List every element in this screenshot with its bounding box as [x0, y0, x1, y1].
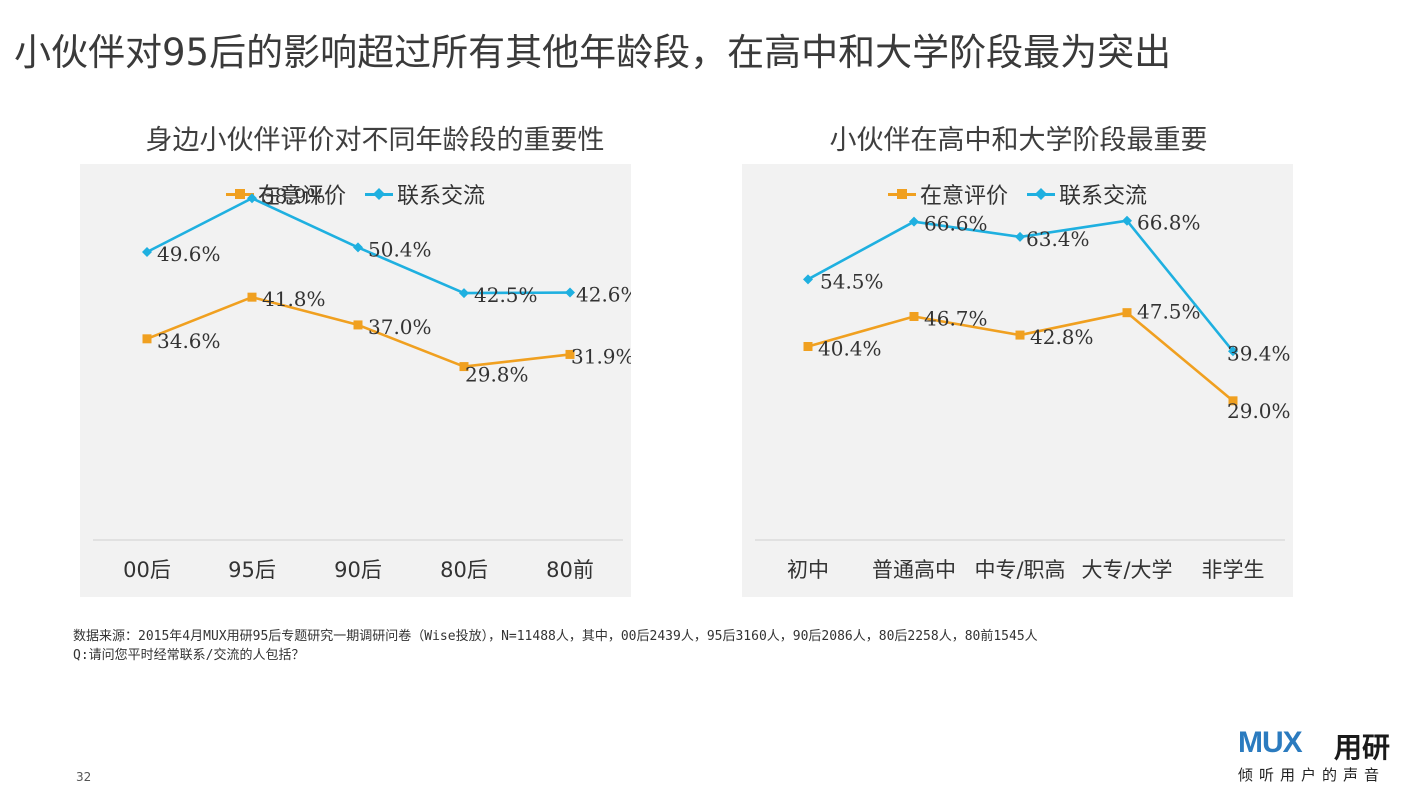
data-point-marker: [565, 287, 575, 298]
page-number: 32: [76, 770, 92, 784]
x-tick-label: 80前: [546, 558, 594, 582]
data-point-marker: [565, 349, 575, 359]
legend-swatch-series2: [1027, 187, 1055, 201]
data-label: 58.9%: [262, 184, 326, 208]
data-point-marker: [459, 288, 469, 299]
data-point-marker: [1015, 231, 1025, 242]
data-label: 40.4%: [818, 337, 882, 361]
logo-name: 用研: [1334, 731, 1391, 764]
legend-swatch-series2: [365, 187, 393, 201]
legend-label-series2: 联系交流: [1059, 184, 1148, 209]
x-tick-label: 80后: [440, 558, 488, 582]
data-label: 42.6%: [576, 283, 631, 307]
data-label: 66.8%: [1137, 211, 1201, 235]
legend-label-series1: 在意评价: [919, 184, 1008, 209]
x-tick-label: 初中: [787, 558, 829, 582]
legend-swatch-series1: [225, 188, 254, 200]
legend-label-series2: 联系交流: [397, 184, 486, 209]
data-label: 34.6%: [157, 329, 221, 353]
chart-panel-left: 在意评价 联系交流 00后 95后 90后 80后 80前 34.6% 41.8% 37.0%…: [80, 164, 631, 597]
page-title: 小伙伴对95后的影响超过所有其他年龄段，在高中和大学阶段最为突出: [14, 31, 1172, 74]
data-label: 29.8%: [465, 363, 529, 387]
data-source-note: 数据来源：2015年4月MUX用研95后专题研究一期调研问卷（Wise投放），N…: [73, 627, 1038, 665]
x-tick-label: 非学生: [1202, 558, 1265, 582]
data-point-marker: [803, 274, 813, 285]
data-label: 29.0%: [1227, 399, 1291, 423]
data-point-marker: [1228, 396, 1238, 406]
data-label: 47.5%: [1137, 300, 1201, 324]
data-point-marker: [353, 320, 363, 330]
legend-item-series1: 在意评价: [225, 178, 346, 210]
chart-svg-right: 初中 普通高中 中专/职高 大专/大学 非学生 40.4% 46.7% 42.8% 47.5% 2…: [755, 211, 1291, 582]
data-point-marker: [459, 362, 469, 372]
legend-label-series1: 在意评价: [257, 184, 346, 209]
data-point-marker: [1015, 330, 1025, 340]
data-point-marker: [247, 193, 257, 204]
data-point-marker: [353, 242, 363, 253]
data-point-marker: [1122, 215, 1132, 226]
data-point-marker: [803, 342, 813, 352]
x-tick-label: 95后: [228, 558, 276, 582]
data-label: 49.6%: [157, 242, 221, 266]
logo-tagline: 倾听用户的声音: [1238, 766, 1386, 784]
chart-legend: 在意评价 联系交流: [742, 178, 1293, 210]
data-point-marker: [142, 247, 152, 258]
x-tick-label: 90后: [334, 558, 382, 582]
chart-panel-right: 在意评价 联系交流 初中 普通高中 中专/职高 大专/大学 非学生 40.4% 46.7% 4…: [742, 164, 1293, 597]
source-line-2: Q:请问您平时经常联系/交流的人包括？: [73, 648, 305, 663]
data-label: 42.5%: [474, 283, 538, 307]
logo-mark: MUX: [1238, 726, 1303, 759]
legend-item-series1: 在意评价: [887, 178, 1008, 210]
legend-item-series2: 联系交流: [365, 178, 485, 210]
chart-legend: 在意评价 联系交流: [80, 178, 631, 210]
x-tick-label: 普通高中: [872, 558, 956, 582]
chart-title-right: 小伙伴在高中和大学阶段最重要: [829, 125, 1208, 156]
legend-swatch-series1: [887, 188, 916, 200]
x-tick-label: 00后: [123, 558, 171, 582]
legend-item-series2: 联系交流: [1027, 178, 1147, 210]
data-point-marker: [909, 216, 919, 227]
data-label: 54.5%: [820, 269, 884, 293]
data-point-marker: [909, 311, 919, 321]
data-point-marker: [1228, 346, 1238, 357]
data-label: 39.4%: [1227, 341, 1291, 365]
source-line-1: 数据来源：2015年4月MUX用研95后专题研究一期调研问卷（Wise投放），N…: [73, 629, 1038, 644]
data-label: 50.4%: [368, 237, 432, 261]
data-label: 46.7%: [924, 306, 988, 330]
data-label: 41.8%: [262, 287, 326, 311]
data-point-marker: [247, 292, 257, 302]
data-label: 66.6%: [924, 212, 988, 236]
chart-svg-left: 00后 95后 90后 80后 80前 34.6% 41.8% 37.0% 29.8% 31.9%…: [93, 184, 631, 582]
data-label: 37.0%: [368, 315, 432, 339]
x-tick-label: 大专/大学: [1081, 558, 1172, 582]
brand-logo: MUX 用研 倾听用户的声音: [1238, 724, 1398, 784]
chart-title-left: 身边小伙伴评价对不同年龄段的重要性: [145, 125, 605, 156]
data-label: 31.9%: [571, 344, 631, 368]
data-point-marker: [142, 334, 152, 344]
x-tick-label: 中专/职高: [974, 558, 1065, 582]
data-label: 42.8%: [1030, 325, 1094, 349]
data-label: 63.4%: [1026, 227, 1090, 251]
data-point-marker: [1122, 308, 1132, 318]
